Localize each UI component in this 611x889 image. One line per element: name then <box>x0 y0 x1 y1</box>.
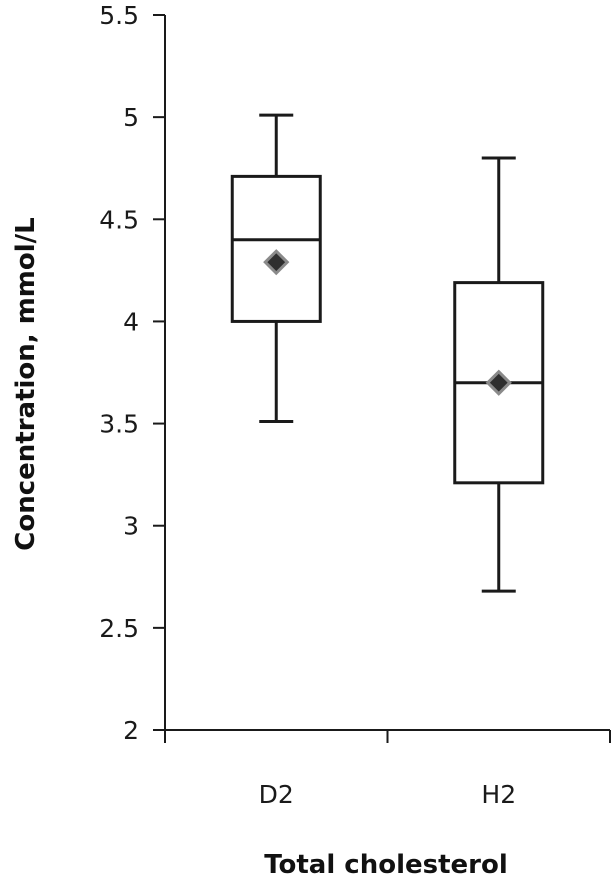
y-tick-label: 4 <box>123 307 139 336</box>
y-tick-label: 4.5 <box>99 205 139 234</box>
x-ticks: D2 H2 <box>164 730 611 809</box>
y-tick-label: 3 <box>123 512 139 541</box>
x-axis-title: Total cholesterol <box>264 850 508 880</box>
boxes <box>230 113 545 593</box>
mean-marker <box>263 249 290 276</box>
y-tick-label: 2 <box>123 716 139 745</box>
box-h2 <box>453 156 545 593</box>
y-axis-title: Concentration, mmol/L <box>11 217 41 550</box>
x-axis: D2 H2 <box>164 729 611 809</box>
y-ticks: 2 2.5 3 3.5 4 4.5 5 5.5 <box>99 1 165 745</box>
y-tick-label: 5.5 <box>99 1 139 30</box>
y-tick-label: 3.5 <box>99 410 139 439</box>
y-tick-label: 5 <box>123 103 139 132</box>
box-d2 <box>230 113 322 424</box>
iqr-box <box>230 174 322 323</box>
x-tick-label: D2 <box>259 780 294 809</box>
x-tick-label: H2 <box>481 780 516 809</box>
y-tick-label: 2.5 <box>99 614 139 643</box>
mean-marker <box>485 369 512 396</box>
y-axis: 2 2.5 3 3.5 4 4.5 5 5.5 <box>99 1 166 745</box>
